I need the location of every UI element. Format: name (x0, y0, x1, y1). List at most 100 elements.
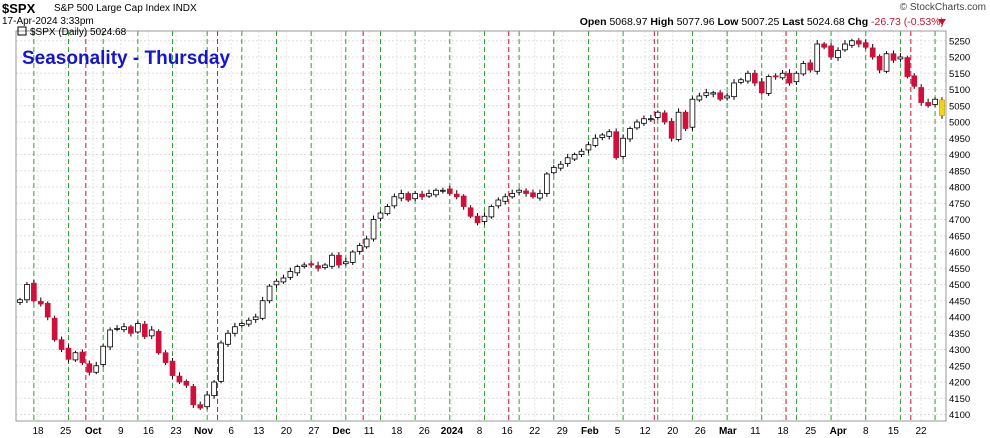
candle (918, 84, 925, 106)
candle (259, 296, 266, 321)
y-tick-label: 4350 (949, 329, 970, 340)
candle (939, 97, 945, 119)
x-tick-label: 11 (364, 426, 375, 437)
candle-body (467, 207, 474, 217)
chart-title: Seasonality - Thursday (22, 48, 230, 69)
candle-body (849, 40, 855, 46)
candle (911, 73, 918, 89)
candle-body (336, 254, 342, 266)
candle-body (509, 193, 516, 198)
x-tick-label: 22 (915, 426, 927, 437)
candle-body (433, 189, 439, 196)
candle (668, 118, 675, 142)
candle (287, 267, 294, 280)
candle (634, 119, 640, 130)
candle (24, 281, 30, 304)
candle-body (800, 63, 807, 75)
y-tick-label: 5200 (949, 53, 970, 64)
candle (523, 188, 529, 197)
candle-body (571, 154, 578, 160)
x-tick-label: Dec (332, 426, 351, 437)
x-tick-label: 26 (419, 426, 431, 437)
candle (516, 188, 522, 195)
candle (786, 69, 793, 86)
candle (460, 194, 467, 210)
candle (544, 172, 550, 197)
candle (814, 40, 821, 75)
candle (550, 164, 557, 175)
y-tick-label: 4300 (949, 345, 970, 356)
candle (648, 114, 654, 122)
candle-body (654, 111, 661, 118)
candle (606, 129, 613, 140)
y-tick-label: 4800 (949, 183, 970, 194)
candle-body (377, 212, 384, 219)
candle (232, 322, 238, 337)
candle-body (668, 120, 675, 139)
candle-body (502, 196, 509, 202)
candle (114, 325, 120, 332)
candle (828, 43, 834, 60)
candle-body (342, 261, 349, 265)
candle-body (592, 137, 599, 146)
candle-body (675, 111, 682, 140)
candle (141, 320, 148, 340)
y-tick-label: 5000 (949, 118, 970, 129)
x-tick-label: 23 (170, 426, 182, 437)
candle (446, 185, 453, 196)
series-legend: $SPX (Daily) 5024.68 (17, 26, 127, 38)
candle-body (141, 323, 148, 337)
y-tick-label: 4850 (949, 166, 970, 177)
candle (835, 47, 841, 61)
candle (855, 38, 862, 48)
candle (745, 70, 751, 84)
x-tick-label: 12 (640, 426, 652, 437)
x-tick-label: 8 (477, 426, 483, 437)
candle-body (419, 193, 425, 198)
y-tick-label: 4900 (949, 150, 970, 161)
candle-body (294, 266, 301, 274)
high-label: High (650, 16, 674, 28)
x-tick-label: 25 (60, 426, 72, 437)
candle (86, 360, 93, 376)
candle (107, 327, 113, 351)
candle (800, 60, 807, 76)
candle-body (259, 300, 266, 319)
candle (135, 320, 141, 334)
candle (474, 213, 481, 226)
plot-frame (15, 30, 947, 422)
candle (44, 301, 51, 321)
x-tick-label: 16 (143, 426, 155, 437)
candle (890, 50, 897, 63)
candle (336, 252, 342, 269)
seasonality-lines (33, 31, 936, 421)
last-value: 5024.68 (806, 16, 845, 28)
candle-body (405, 193, 412, 201)
candle-body (287, 271, 294, 278)
candle-body (370, 219, 377, 240)
candle-body (481, 215, 488, 222)
candle-body (308, 263, 314, 266)
high-value: 5077.96 (676, 16, 715, 28)
candle-body (661, 112, 668, 123)
candle (495, 197, 502, 209)
x-tick-label: 6 (228, 426, 234, 437)
y-axis: 4100 4150 4200 4250 4300 4350 4400 4450 4500 4550… (949, 36, 970, 421)
x-tick-label: 9 (118, 426, 124, 437)
candle-body (204, 394, 210, 408)
candle-body (114, 327, 120, 330)
candle-body (550, 167, 557, 174)
x-tick-label: 20 (281, 426, 293, 437)
candle-body (190, 386, 197, 406)
candle (280, 274, 287, 284)
candle-body (356, 245, 363, 252)
candle (176, 372, 183, 384)
candle-body (398, 193, 405, 199)
candle-body (689, 98, 696, 128)
candle-body (530, 192, 536, 198)
candle (315, 261, 321, 272)
candle-body (211, 381, 217, 397)
candle (502, 193, 509, 205)
candle-body (862, 42, 869, 48)
candle (155, 329, 162, 355)
